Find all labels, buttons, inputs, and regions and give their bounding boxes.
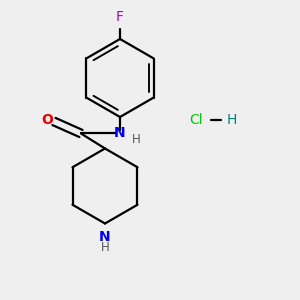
Text: N: N bbox=[114, 127, 126, 140]
Text: H: H bbox=[226, 113, 237, 127]
Text: H: H bbox=[131, 133, 140, 146]
Text: H: H bbox=[100, 241, 109, 254]
Text: O: O bbox=[41, 113, 53, 127]
Text: F: F bbox=[116, 10, 124, 24]
Text: Cl: Cl bbox=[189, 113, 202, 127]
Text: N: N bbox=[99, 230, 111, 244]
